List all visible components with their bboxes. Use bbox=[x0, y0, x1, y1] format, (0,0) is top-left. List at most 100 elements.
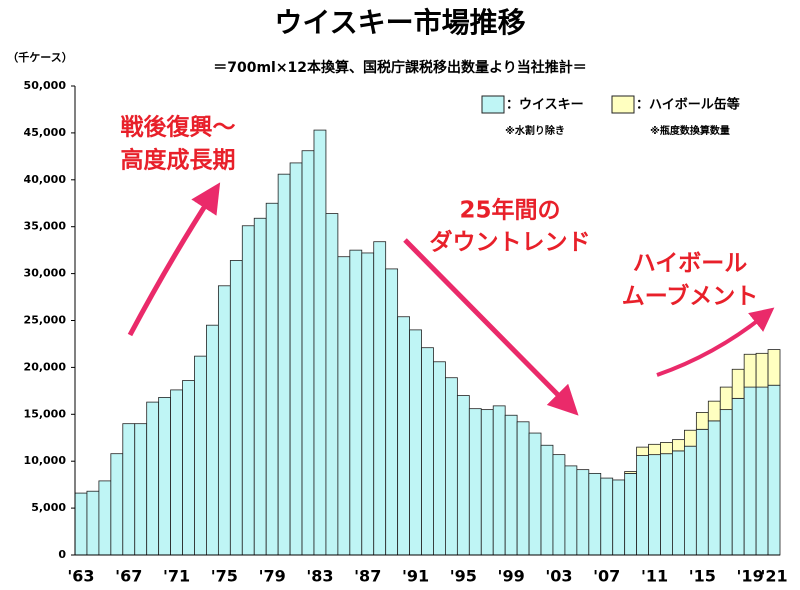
y-tick-label: 15,000 bbox=[24, 407, 67, 420]
annotation: ムーブメント bbox=[622, 283, 759, 310]
note: ※水割り除き bbox=[505, 124, 565, 137]
y-tick-label: 5,000 bbox=[31, 501, 66, 514]
bar-segment bbox=[684, 445, 697, 556]
bar-segment bbox=[684, 429, 697, 447]
bar-segment bbox=[504, 414, 518, 556]
legend-swatch bbox=[611, 95, 635, 114]
bar-segment bbox=[122, 423, 136, 556]
bar-segment bbox=[636, 446, 649, 456]
bar-segment bbox=[217, 285, 231, 556]
bar-segment bbox=[552, 454, 566, 556]
bar-segment bbox=[325, 213, 339, 556]
legend-label: ：ウイスキー bbox=[506, 98, 584, 113]
note: ※瓶度数換算数量 bbox=[650, 124, 730, 137]
bar-segment bbox=[540, 444, 554, 556]
bar-segment bbox=[672, 439, 685, 452]
bar-segment bbox=[409, 329, 422, 556]
y-tick-label: 0 bbox=[58, 548, 66, 561]
bar-segment bbox=[624, 471, 638, 474]
bar-segment bbox=[660, 442, 673, 455]
bar-segment bbox=[731, 368, 745, 399]
arrow bbox=[403, 238, 579, 416]
bar-segment bbox=[660, 453, 673, 556]
x-tick-label: '03 bbox=[545, 567, 572, 586]
bar-segment bbox=[433, 361, 446, 556]
y-tick-label: 40,000 bbox=[24, 173, 67, 186]
x-tick-label: '83 bbox=[306, 567, 333, 586]
bar-segment bbox=[241, 225, 255, 556]
bar-segment bbox=[564, 465, 578, 556]
bar-segment bbox=[492, 405, 506, 556]
bar-segment bbox=[743, 353, 757, 388]
legend-swatch bbox=[481, 95, 505, 114]
bar-segment bbox=[301, 150, 315, 556]
bar-segment bbox=[349, 249, 363, 556]
bar-segment bbox=[648, 454, 661, 556]
x-tick-label: '19 bbox=[737, 567, 764, 586]
chart-title: ウイスキー市場推移 bbox=[274, 6, 525, 39]
bar-segment bbox=[229, 260, 243, 556]
bar-segment bbox=[194, 355, 207, 556]
bar-segment bbox=[313, 129, 327, 556]
x-tick-label: '11 bbox=[641, 567, 668, 586]
y-tick-label: 50,000 bbox=[24, 79, 67, 92]
bar-segment bbox=[707, 400, 721, 422]
annotation: 戦後復興～ bbox=[121, 114, 236, 141]
bar-segment bbox=[158, 397, 171, 556]
x-tick-label: '79 bbox=[259, 567, 286, 586]
bar-segment bbox=[612, 479, 626, 556]
bar-segment bbox=[576, 469, 590, 556]
bar-segment bbox=[719, 409, 733, 556]
bar-segment bbox=[767, 384, 781, 556]
bar-segment bbox=[468, 408, 482, 556]
bar-segment bbox=[277, 173, 291, 556]
annotation: 25年間の bbox=[459, 197, 560, 224]
bar-segment bbox=[456, 395, 470, 556]
bar-segment bbox=[337, 256, 351, 556]
bar-segment bbox=[86, 490, 100, 556]
bar-segment bbox=[110, 453, 124, 556]
chart-subtitle: ＝700ml×12本換算、国税庁課税移出数量より当社推計＝ bbox=[213, 59, 587, 76]
x-tick-label: '07 bbox=[593, 567, 620, 586]
bar-segment bbox=[421, 347, 434, 556]
bar-segment bbox=[385, 268, 399, 556]
y-unit: （千ケース） bbox=[7, 50, 72, 64]
x-tick-label: '75 bbox=[211, 567, 238, 586]
y-tick-label: 10,000 bbox=[24, 454, 67, 467]
y-tick-label: 20,000 bbox=[24, 360, 67, 373]
bar-segment bbox=[206, 324, 219, 556]
x-tick-label: '99 bbox=[498, 567, 525, 586]
bar-segment bbox=[588, 472, 602, 556]
y-tick-label: 45,000 bbox=[24, 126, 67, 139]
y-tick-label: 35,000 bbox=[24, 220, 67, 233]
x-tick-label: '63 bbox=[67, 567, 94, 586]
annotation: 高度成長期 bbox=[121, 147, 236, 174]
x-tick-label: '15 bbox=[689, 567, 716, 586]
x-tick-label: '71 bbox=[163, 567, 190, 586]
arrow bbox=[127, 182, 221, 337]
annotation: ハイボール bbox=[633, 251, 748, 277]
bar-segment bbox=[361, 252, 375, 556]
bar-segment bbox=[648, 443, 661, 456]
bar-segment bbox=[695, 412, 709, 430]
arrow bbox=[656, 307, 775, 377]
bar-segment bbox=[445, 377, 458, 556]
y-tick-label: 25,000 bbox=[24, 314, 67, 327]
bar-segment bbox=[134, 423, 148, 556]
bar-segment bbox=[755, 386, 769, 556]
bar-segment bbox=[516, 421, 530, 556]
x-tick-label: '95 bbox=[450, 567, 477, 586]
x-tick-label: '87 bbox=[354, 567, 381, 586]
bar-segment bbox=[755, 352, 769, 388]
bar-segment bbox=[719, 386, 733, 411]
annotation: ダウントレンド bbox=[430, 229, 591, 256]
bar-segment bbox=[767, 349, 781, 386]
bar-segment bbox=[707, 420, 721, 556]
bar-segment bbox=[480, 409, 494, 556]
bar-segment bbox=[672, 450, 685, 556]
bar-segment bbox=[182, 380, 195, 556]
x-tick-label: '91 bbox=[402, 567, 429, 586]
bar-segment bbox=[397, 316, 410, 556]
bar-segment bbox=[528, 432, 542, 556]
